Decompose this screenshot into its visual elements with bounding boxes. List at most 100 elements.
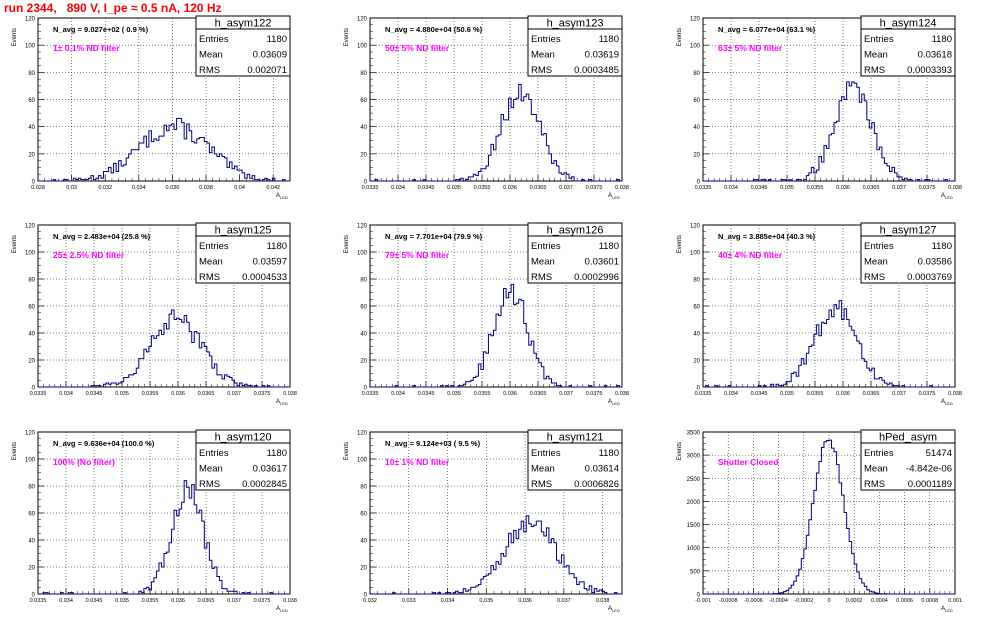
filter-annotation: 63± 5% ND filter	[718, 43, 783, 53]
x-tick-label: 0.0345	[86, 391, 103, 397]
y-tick-label: 40	[360, 125, 367, 131]
y-tick-label: 100	[690, 251, 701, 257]
x-tick-label: -0.001	[695, 598, 711, 604]
stats-rms-label: RMS	[864, 65, 885, 76]
y-tick-label: 3000	[687, 454, 701, 460]
y-tick-label: 20	[360, 566, 367, 572]
stats-box-frame	[860, 429, 956, 491]
x-axis-title-subscript: LED	[612, 608, 620, 613]
x-tick-label: 0.038	[948, 185, 962, 191]
histogram-line	[38, 118, 290, 182]
filter-annotation: 79± 5% ND filter	[385, 250, 450, 260]
stats-rms-label: RMS	[531, 272, 552, 283]
x-tick-label: 0.0365	[198, 598, 215, 604]
stats-mean-label: Mean	[199, 464, 223, 475]
stats-entries-label: Entries	[864, 448, 894, 459]
stats-box: h_asym126 Entries 1180 Mean 0.03601 RMS 0.0002…	[527, 222, 623, 284]
x-axis-title: ALED	[941, 606, 953, 613]
histogram-name: h_asym124	[880, 18, 937, 30]
x-tick-label: 0.038	[948, 391, 962, 397]
y-tick-label: 120	[690, 224, 701, 230]
x-tick-label: 0.0335	[362, 185, 379, 191]
stats-mean-label: Mean	[531, 464, 555, 475]
stats-rms-value: 0.0003393	[907, 65, 952, 76]
x-axis-title: ALED	[941, 193, 953, 200]
stats-mean-label: Mean	[531, 257, 555, 268]
stats-entries-value: 1180	[267, 241, 287, 252]
stats-mean-value: 0.03619	[585, 50, 619, 61]
x-tick-label: 0.034	[441, 598, 455, 604]
x-axis-title-subscript: LED	[280, 401, 288, 406]
x-tick-label: 0.035	[115, 598, 129, 604]
stats-rms-label: RMS	[864, 479, 885, 490]
y-tick-label: 60	[28, 305, 35, 311]
y-tick-label: 120	[357, 17, 368, 23]
histogram-line	[703, 81, 955, 182]
stats-entries-label: Entries	[199, 241, 229, 252]
y-axis-title: Events	[677, 28, 683, 46]
y-tick-label: 100	[357, 458, 368, 464]
stats-rms-value: 0.002071	[247, 65, 287, 76]
x-tick-label: 0.0365	[863, 185, 880, 191]
stats-rms-value: 0.0002845	[242, 479, 287, 490]
histogram-line	[370, 283, 622, 388]
x-axis-title-subscript: LED	[945, 608, 953, 613]
stats-rms-value: 0.0002996	[574, 272, 619, 283]
y-axis-title: Events	[344, 235, 350, 253]
n-avg-label: N_avg = 7.701e+04 (79.9 %)	[385, 232, 483, 241]
y-tick-label: 40	[360, 332, 367, 338]
x-tick-label: 0.0355	[474, 391, 491, 397]
n-avg-label: N_avg = 4.880e+04 (50.6 %)	[385, 25, 483, 34]
stats-rms-value: 0.0003769	[907, 272, 952, 283]
histogram-name: hPed_asym	[879, 432, 937, 444]
filter-annotation: 10± 1% ND filter	[385, 457, 450, 467]
x-axis-title-subscript: LED	[280, 195, 288, 200]
x-tick-label: 0.0375	[586, 391, 603, 397]
stats-rms-value: 0.0004533	[242, 272, 287, 283]
stats-box: h_asym124 Entries 1180 Mean 0.03618 RMS 0.0003…	[860, 15, 956, 77]
x-tick-label: 0.037	[892, 185, 906, 191]
stats-mean-value: 0.03617	[253, 464, 287, 475]
x-tick-label: -0.0004	[769, 598, 788, 604]
x-tick-label: 0.034	[132, 185, 146, 191]
x-tick-label: 0.036	[503, 391, 517, 397]
histogram-name: h_asym127	[880, 225, 937, 237]
x-tick-label: 0.0345	[751, 185, 768, 191]
x-tick-label: 0.0355	[142, 391, 159, 397]
x-tick-label: 0.0345	[418, 185, 435, 191]
n-avg-label: N_avg = 2.483e+04 (25.8 %)	[53, 232, 151, 241]
x-tick-label: 0.034	[59, 391, 73, 397]
x-axis-title: ALED	[941, 399, 953, 406]
x-tick-label: 0.0335	[30, 391, 47, 397]
x-axis-title: ALED	[276, 606, 288, 613]
x-tick-label: -0.0008	[719, 598, 738, 604]
y-axis-title: Events	[344, 28, 350, 46]
stats-box: h_asym123 Entries 1180 Mean 0.03619 RMS 0.0003…	[527, 15, 623, 77]
histogram-name: h_asym120	[215, 432, 272, 444]
y-tick-label: 120	[690, 17, 701, 23]
x-tick-label: 0.034	[724, 391, 738, 397]
x-axis-title-subscript: LED	[945, 195, 953, 200]
x-tick-label: 0.0345	[751, 391, 768, 397]
x-tick-label: 0.038	[199, 185, 213, 191]
x-tick-label: 0.0002	[846, 598, 863, 604]
stats-box: h_asym127 Entries 1180 Mean 0.03586 RMS 0.0003…	[860, 222, 956, 284]
y-tick-label: 120	[25, 224, 36, 230]
stats-mean-value: 0.03609	[253, 50, 287, 61]
x-tick-label: 0.0004	[871, 598, 888, 604]
histogram-name: h_asym123	[547, 18, 604, 30]
y-tick-label: 40	[693, 332, 700, 338]
histogram-line	[370, 84, 622, 182]
y-tick-label: 500	[690, 569, 701, 575]
x-tick-label: 0.042	[266, 185, 280, 191]
x-tick-label: 0.0365	[530, 391, 547, 397]
histogram-panel-h_asym127: 0 20 40 60 80 100 120 0.0335 0.034 0.0345 0.035 0.0…	[677, 222, 962, 406]
y-tick-label: 0	[32, 180, 36, 186]
stats-box-frame	[860, 15, 956, 77]
y-tick-label: 80	[28, 71, 35, 77]
stats-box: h_asym125 Entries 1180 Mean 0.03597 RMS 0.0004…	[195, 222, 291, 284]
stats-mean-value: 0.03601	[585, 257, 619, 268]
stats-entries-value: 1180	[932, 34, 952, 45]
x-tick-label: 0.035	[780, 185, 794, 191]
